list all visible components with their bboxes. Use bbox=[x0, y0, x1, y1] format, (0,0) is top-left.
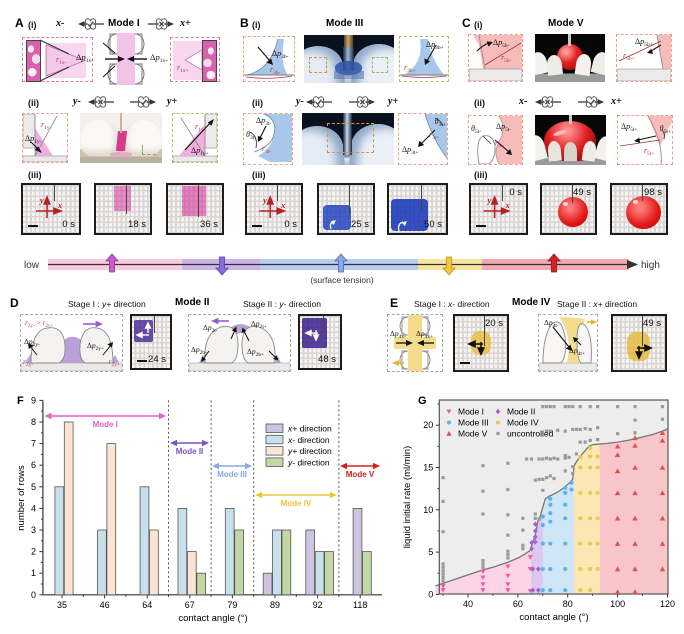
svg-text:low: low bbox=[24, 260, 40, 271]
svg-text:120: 120 bbox=[660, 599, 675, 609]
svg-text:46: 46 bbox=[100, 600, 110, 610]
svg-text:9: 9 bbox=[31, 395, 36, 405]
svg-text:Mode IV: Mode IV bbox=[507, 418, 539, 428]
svg-text:y: y bbox=[262, 196, 267, 205]
svg-text:y: y bbox=[39, 196, 44, 205]
svg-text:x- direction: x- direction bbox=[287, 435, 330, 445]
svg-text:1: 1 bbox=[31, 568, 36, 578]
svg-text:92: 92 bbox=[313, 600, 323, 610]
svg-text:5: 5 bbox=[31, 482, 36, 492]
svg-text:80: 80 bbox=[563, 599, 573, 609]
svg-text:5: 5 bbox=[428, 547, 433, 557]
svg-text:uncontrolled: uncontrolled bbox=[507, 429, 554, 439]
svg-text:Mode III: Mode III bbox=[458, 418, 489, 428]
svg-text:4: 4 bbox=[31, 503, 36, 513]
svg-text:10: 10 bbox=[423, 505, 433, 515]
svg-text:G: G bbox=[418, 395, 427, 407]
svg-text:y+ direction: y+ direction bbox=[287, 446, 332, 456]
svg-text:Mode III: Mode III bbox=[217, 470, 247, 479]
svg-text:liquid initial rate (ml/min): liquid initial rate (ml/min) bbox=[402, 446, 413, 548]
svg-text:high: high bbox=[641, 260, 660, 271]
svg-text:7: 7 bbox=[31, 439, 36, 449]
svg-text:0: 0 bbox=[31, 590, 36, 600]
svg-text:100: 100 bbox=[610, 599, 625, 609]
svg-text:35: 35 bbox=[57, 600, 67, 610]
svg-text:Mode V: Mode V bbox=[346, 470, 375, 479]
svg-text:x: x bbox=[57, 201, 62, 210]
svg-text:Mode V: Mode V bbox=[458, 429, 488, 439]
svg-text:64: 64 bbox=[142, 600, 152, 610]
svg-text:number of rows: number of rows bbox=[16, 465, 27, 531]
svg-text:6: 6 bbox=[31, 460, 36, 470]
svg-text:67: 67 bbox=[185, 600, 195, 610]
svg-text:Mode II: Mode II bbox=[507, 407, 535, 417]
svg-text:x: x bbox=[280, 201, 285, 210]
svg-text:40: 40 bbox=[463, 599, 473, 609]
svg-text:8: 8 bbox=[31, 417, 36, 427]
svg-text:118: 118 bbox=[353, 600, 367, 610]
svg-text:2: 2 bbox=[31, 547, 36, 557]
svg-text:Mode I: Mode I bbox=[93, 420, 118, 429]
svg-text:Mode IV: Mode IV bbox=[281, 499, 312, 508]
svg-text:15: 15 bbox=[423, 463, 433, 473]
svg-text:contact angle (°): contact angle (°) bbox=[519, 612, 588, 623]
svg-text:79: 79 bbox=[227, 600, 237, 610]
svg-text:contact angle (°): contact angle (°) bbox=[178, 613, 247, 624]
svg-text:x+ direction: x+ direction bbox=[287, 424, 332, 434]
svg-text:(surface tension): (surface tension) bbox=[310, 275, 373, 285]
svg-text:Mode II: Mode II bbox=[176, 447, 204, 456]
svg-text:F: F bbox=[17, 395, 24, 407]
svg-text:3: 3 bbox=[31, 525, 36, 535]
svg-text:y- direction: y- direction bbox=[287, 457, 330, 467]
svg-text:y: y bbox=[487, 196, 492, 205]
svg-text:x: x bbox=[505, 201, 510, 210]
svg-text:60: 60 bbox=[513, 599, 523, 609]
svg-text:Mode I: Mode I bbox=[458, 407, 484, 417]
svg-text:89: 89 bbox=[270, 600, 280, 610]
svg-text:0: 0 bbox=[428, 589, 433, 599]
svg-text:20: 20 bbox=[423, 420, 433, 430]
